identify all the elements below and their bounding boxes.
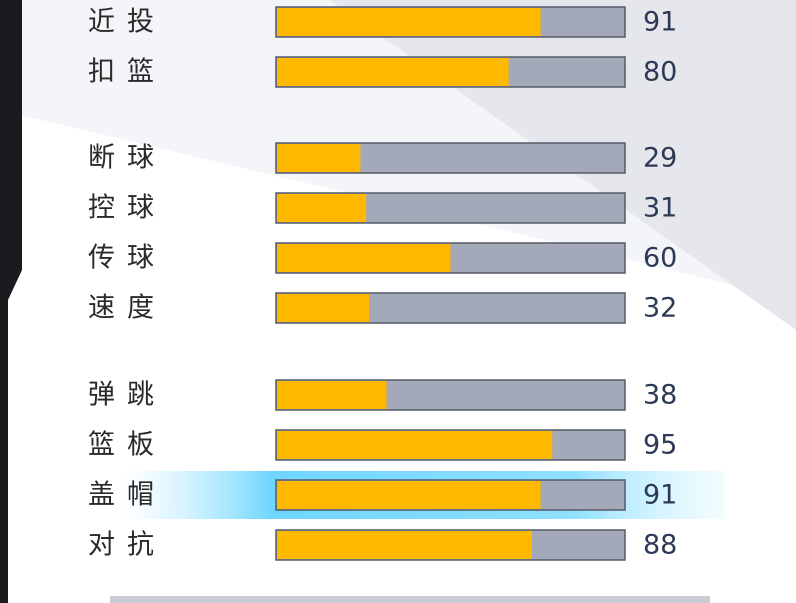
stat-label: 传球 bbox=[88, 243, 166, 274]
stat-label: 篮板 bbox=[88, 430, 166, 461]
bar bbox=[277, 244, 451, 272]
stat-value: 80 bbox=[643, 57, 677, 88]
stat-value: 29 bbox=[643, 143, 677, 174]
bar bbox=[277, 58, 509, 86]
bar bbox=[277, 531, 532, 559]
stat-value: 60 bbox=[643, 243, 677, 274]
bar bbox=[277, 144, 361, 172]
stat-value: 91 bbox=[643, 7, 677, 38]
stat-value: 88 bbox=[643, 530, 677, 561]
stat-label: 对抗 bbox=[88, 530, 166, 561]
left-edge bbox=[0, 0, 22, 603]
bar bbox=[277, 481, 541, 509]
bottom-line bbox=[110, 596, 710, 603]
stat-value: 95 bbox=[643, 430, 677, 461]
stat-value: 91 bbox=[643, 480, 677, 511]
stat-value: 32 bbox=[643, 293, 677, 324]
bar bbox=[277, 431, 553, 459]
bar bbox=[277, 194, 367, 222]
stat-label: 断球 bbox=[88, 143, 166, 174]
bar bbox=[277, 381, 387, 409]
stat-value: 31 bbox=[643, 193, 677, 224]
stat-label: 近投 bbox=[88, 7, 166, 38]
stat-label: 盖帽 bbox=[88, 480, 166, 511]
bar bbox=[277, 8, 541, 36]
bar bbox=[277, 294, 370, 322]
stat-label: 控球 bbox=[88, 193, 166, 224]
stat-value: 38 bbox=[643, 380, 677, 411]
stat-label: 扣篮 bbox=[88, 57, 166, 88]
stat-label: 弹跳 bbox=[88, 380, 166, 411]
stat-label: 速度 bbox=[88, 293, 166, 324]
